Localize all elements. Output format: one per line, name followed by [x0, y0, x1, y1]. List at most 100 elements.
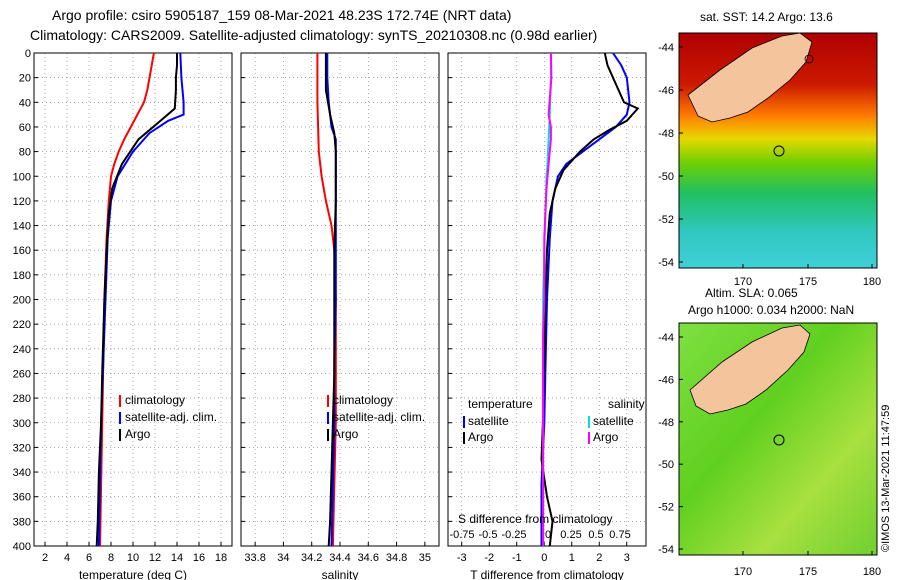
x-axis-label: salinity — [322, 568, 359, 580]
y-tick-label: 300 — [13, 418, 31, 430]
sla-map-frame — [678, 322, 878, 556]
y-tick-label: 280 — [13, 393, 31, 405]
lat-tick-label: -46 — [658, 85, 674, 97]
sst-lon-axis: 170 175 180 — [734, 264, 881, 288]
lat-tick-label: -54 — [658, 257, 674, 269]
x-tick-label: 34.6 — [358, 552, 379, 564]
x-tick-label: 34.4 — [329, 552, 350, 564]
sla-lon-axis: 170 175 180 — [734, 551, 881, 578]
sla-map-title-2: Argo h1000: 0.034 h2000: NaN — [688, 303, 854, 317]
legend-header-temperature: temperature — [468, 397, 533, 411]
new-zealand-landmass — [687, 32, 813, 123]
legend-label: Argo — [468, 430, 494, 444]
lat-tick-label: -48 — [658, 128, 674, 140]
x-tick-label: 0 — [541, 552, 547, 564]
y-tick-label: 240 — [13, 344, 31, 356]
legend-label: satellite — [468, 414, 509, 428]
lat-tick-label: -46 — [658, 374, 674, 386]
y-tick-label: 160 — [13, 245, 31, 257]
lat-tick-label: -52 — [658, 502, 674, 514]
legend-label: satellite-adj. clim. — [125, 410, 217, 424]
lat-tick-label: -50 — [658, 459, 674, 471]
y-tick-label: 140 — [13, 221, 31, 233]
series-line-salinity-argo — [542, 52, 553, 546]
legend-label: satellite — [593, 414, 634, 428]
island-outline — [804, 54, 814, 64]
lon-tick-label: 175 — [799, 566, 817, 578]
lat-tick-label: -54 — [658, 544, 674, 556]
argo-float-marker — [773, 145, 785, 157]
y-tick-label: 180 — [13, 270, 31, 282]
y-tick-label: 80 — [19, 147, 31, 159]
title-line-1: Argo profile: csiro 5905187_159 08-Mar-2… — [52, 7, 511, 23]
series-line-temperature-argo — [540, 52, 640, 547]
panel-difference: -3 -2 -1 0 1 2 3T difference from climatology t… — [447, 52, 647, 580]
y-tick-label: 400 — [13, 541, 31, 553]
x-tick-label: 35 — [419, 552, 431, 564]
y-tick-label: 360 — [13, 492, 31, 504]
x-tick-label: 34 — [277, 552, 289, 564]
legend-label: Argo — [593, 430, 619, 444]
sst-map-title: sat. SST: 14.2 Argo: 13.6 — [700, 10, 833, 24]
panel-temperature: 0 20 40 60 80 100 120 140 160 180 200 220 240 260 280 3… — [13, 48, 233, 580]
top-axis-label: S difference from climatology — [458, 512, 613, 526]
x-tick-label: 2 — [42, 552, 48, 564]
y-tick-label: 20 — [19, 73, 31, 85]
sla-map: Altim. SLA: 0.065 Argo h1000: 0.034 h200… — [658, 286, 881, 578]
y-tick-label: 0 — [25, 48, 31, 60]
series-line-argo — [324, 53, 337, 547]
title-line-2: Climatology: CARS2009. Satellite-adjuste… — [30, 27, 597, 43]
x-axis-label: temperature (deg C) — [79, 568, 187, 580]
y-tick-label: 340 — [13, 467, 31, 479]
x-tick-label: 12 — [149, 552, 161, 564]
y-tick-label: 40 — [19, 97, 31, 109]
lon-tick-label: 170 — [734, 276, 752, 288]
legend-label: Argo — [333, 427, 359, 441]
legend-label: Argo — [125, 427, 151, 441]
lat-tick-label: -52 — [658, 214, 674, 226]
x-tick-label: 10 — [127, 552, 139, 564]
series-line-temperature-satellite — [540, 52, 631, 546]
y-tick-label: 60 — [19, 122, 31, 134]
top-axis-tick-label: 0.25 — [560, 529, 581, 541]
lon-tick-label: 180 — [863, 566, 881, 578]
sla-map-title-1: Altim. SLA: 0.065 — [705, 286, 798, 300]
x-tick-label: 14 — [171, 552, 183, 564]
y-tick-label: 220 — [13, 319, 31, 331]
top-axis-tick-label: 0 — [545, 529, 551, 541]
series-line-climatology — [316, 53, 337, 547]
y-tick-label: 380 — [13, 516, 31, 528]
x-tick-label: -1 — [512, 552, 522, 564]
x-tick-label: 4 — [64, 552, 70, 564]
x-tick-label: -2 — [484, 552, 494, 564]
x-tick-label: 34.2 — [301, 552, 322, 564]
x-tick-label: 3 — [624, 552, 630, 564]
legend-label: climatology — [125, 393, 185, 407]
panel-salinity: 33.8 34 34.2 34.4 34.6 34.8 35 salinity climatol… — [240, 52, 440, 580]
x-axis-label: T difference from climatology — [470, 568, 624, 580]
y-tick-label: 120 — [13, 196, 31, 208]
series-line-argo — [95, 53, 178, 547]
argo-float-marker-sla — [773, 434, 785, 446]
lat-tick-label: -50 — [658, 171, 674, 183]
x-tick-label: -3 — [457, 552, 467, 564]
x-tick-label: 2 — [596, 552, 602, 564]
top-axis-tick-label: -0.5 — [479, 529, 498, 541]
legend-label: climatology — [333, 393, 393, 407]
sla-lat-axis: -44 -46 -48 -50 -52 -54 — [658, 332, 683, 556]
y-tick-label: 260 — [13, 368, 31, 380]
lat-tick-label: -44 — [658, 42, 674, 54]
top-axis-tick-label: 0.75 — [609, 529, 630, 541]
top-axis-tick-label: -0.25 — [501, 529, 526, 541]
top-axis-tick-label: 0.5 — [588, 529, 603, 541]
x-tick-label: 8 — [108, 552, 114, 564]
sst-map-frame — [678, 32, 878, 269]
legend-label: satellite-adj. clim. — [333, 410, 425, 424]
new-zealand-landmass-sla — [689, 324, 811, 415]
lon-tick-label: 180 — [863, 276, 881, 288]
x-tick-label: 33.8 — [244, 552, 265, 564]
legend-header-salinity: salinity — [608, 397, 645, 411]
y-tick-label: 200 — [13, 295, 31, 307]
sst-lat-axis: -44 -46 -48 -50 -52 -54 — [658, 42, 683, 269]
